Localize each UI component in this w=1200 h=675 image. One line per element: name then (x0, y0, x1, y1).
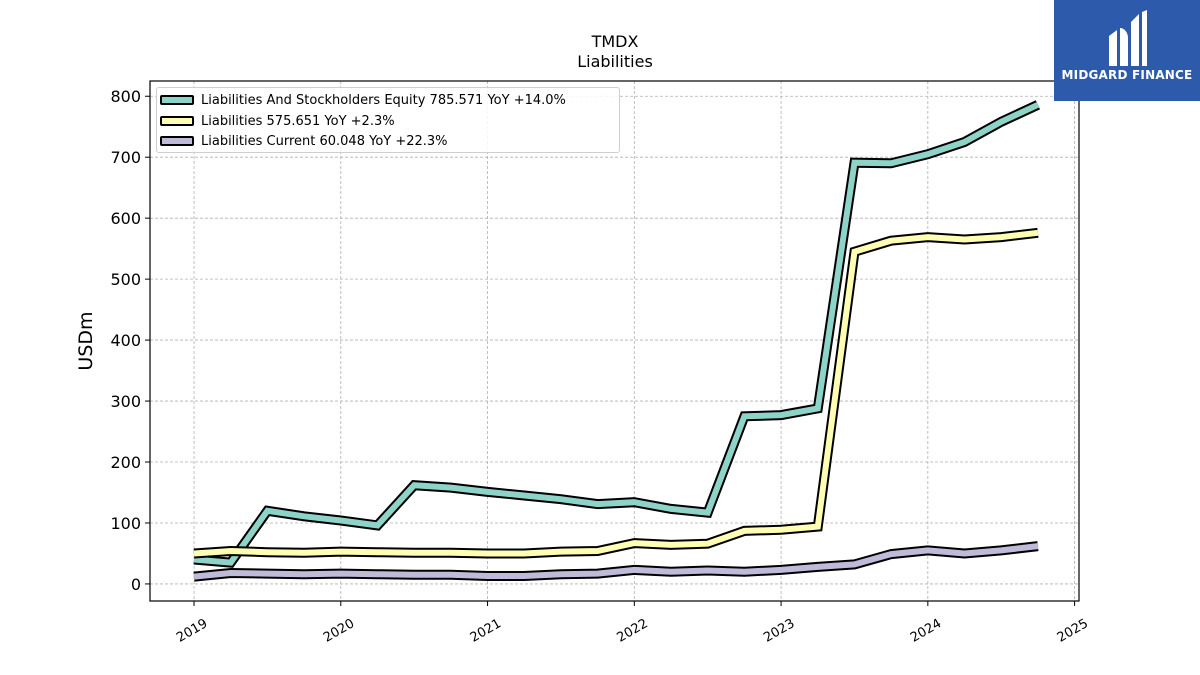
midgard-logo-icon (1109, 10, 1147, 66)
legend: Liabilities And Stockholders Equity 785.… (156, 87, 620, 153)
plot-frame (149, 80, 1080, 602)
y-tick-label: 500 (110, 270, 141, 289)
x-tick-label: 2024 (908, 616, 944, 646)
y-tick-label: 100 (110, 514, 141, 533)
y-tick-label: 700 (110, 148, 141, 167)
y-tick-label: 800 (110, 87, 141, 106)
series-line-2 (193, 543, 1039, 580)
y-axis-label: USDm (75, 311, 97, 370)
y-ticks: 0 100 200 300 400 500 600 700 800 (110, 87, 150, 594)
y-tick-label: 300 (110, 392, 141, 411)
logo-text: MIDGARD FINANCE (1061, 68, 1193, 82)
x-tick-label: 2019 (174, 616, 210, 646)
midgard-logo: MIDGARD FINANCE (1054, 0, 1200, 101)
x-ticks: 2019 2020 2021 2022 2023 2024 2025 (174, 601, 1091, 646)
legend-swatch-liabilities (160, 116, 194, 126)
grid (150, 81, 1079, 601)
x-tick-label: 2025 (1055, 616, 1091, 646)
legend-item-current: Liabilities Current 60.048 YoY +22.3% (160, 132, 448, 150)
legend-label-current: Liabilities Current 60.048 YoY +22.3% (201, 133, 448, 149)
series-line-0 (193, 102, 1040, 566)
y-tick-label: 0 (131, 575, 141, 594)
y-tick-label: 600 (110, 209, 141, 228)
legend-label-liabilities: Liabilities 575.651 YoY +2.3% (201, 113, 395, 129)
x-tick-label: 2020 (321, 616, 357, 646)
y-tick-label: 200 (110, 453, 141, 472)
series-line-1 (193, 229, 1039, 557)
x-tick-label: 2022 (614, 616, 650, 646)
legend-item-equity: Liabilities And Stockholders Equity 785.… (160, 91, 566, 109)
series-outline-0 (193, 100, 1041, 568)
legend-swatch-current (160, 136, 194, 146)
series-lines (193, 100, 1041, 582)
legend-item-liabilities: Liabilities 575.651 YoY +2.3% (160, 112, 395, 130)
chart-subtitle: Liabilities (577, 52, 653, 71)
x-tick-label: 2021 (468, 616, 504, 646)
x-tick-label: 2023 (761, 616, 797, 646)
legend-swatch-equity (160, 95, 194, 105)
legend-label-equity: Liabilities And Stockholders Equity 785.… (201, 92, 566, 108)
y-tick-label: 400 (110, 331, 141, 350)
chart-title: TMDX (591, 32, 639, 51)
